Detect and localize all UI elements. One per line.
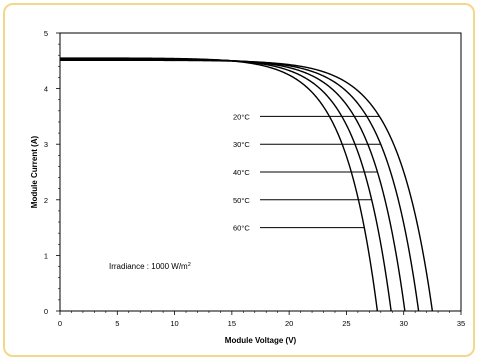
temp-label: 50°C: [233, 196, 250, 205]
iv-curve: [60, 59, 434, 312]
x-tick-label: 20: [285, 319, 293, 328]
y-tick-label: 0: [44, 307, 48, 316]
y-tick-label: 2: [44, 196, 48, 205]
x-tick-label: 0: [58, 319, 62, 328]
x-tick-label: 35: [457, 319, 465, 328]
y-tick-label: 4: [44, 85, 48, 94]
temp-label: 20°C: [233, 112, 250, 121]
plot-area: [59, 32, 462, 312]
irradiance-text: Irradiance : 1000 W/m: [109, 262, 188, 271]
iv-curve: [60, 57, 379, 312]
x-tick-label: 30: [400, 319, 408, 328]
irradiance-superscript: 2: [188, 262, 191, 268]
y-tick-label: 1: [44, 251, 48, 260]
x-tick-label: 15: [228, 319, 236, 328]
x-axis-title: Module Voltage (V): [225, 336, 297, 345]
temp-label: 40°C: [233, 168, 250, 177]
y-tick-label: 3: [44, 140, 48, 149]
temp-label: 30°C: [233, 140, 250, 149]
x-tick-label: 5: [115, 319, 119, 328]
y-axis-title: Module Current (A): [30, 135, 39, 208]
x-tick-label: 10: [170, 319, 178, 328]
y-tick-label: 5: [44, 29, 48, 38]
x-tick-label: 25: [342, 319, 350, 328]
irradiance-note: Irradiance : 1000 W/m2: [109, 262, 191, 271]
iv-curve: [60, 57, 392, 312]
temp-label: 60°C: [233, 224, 250, 233]
